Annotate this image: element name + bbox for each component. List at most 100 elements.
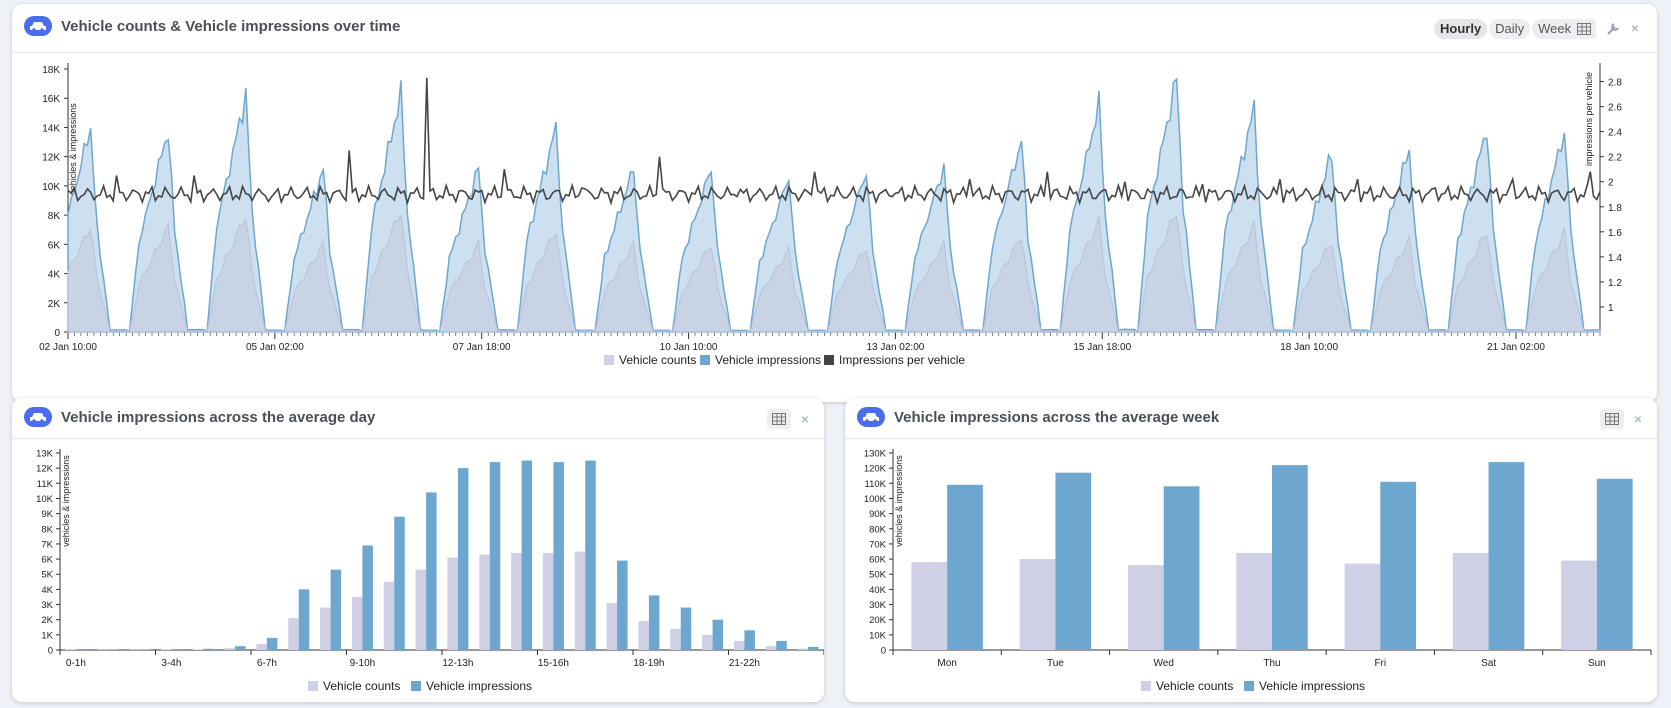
close-icon[interactable]: × [1630, 20, 1640, 36]
y-tick-label: 30K [869, 600, 887, 611]
y2-tick-label: 2.8 [1608, 78, 1622, 89]
y-tick-label: 0 [881, 646, 886, 657]
bar-vehicle-impressions [712, 619, 724, 650]
bar-vehicle-counts [320, 607, 331, 650]
y-tick-label: 60K [869, 555, 887, 566]
y-tick-label: 8K [41, 524, 53, 535]
x-tick-label: Fri [1374, 658, 1386, 669]
x-tick-label: 12-13h [442, 658, 473, 669]
y-tick-label: 100K [864, 494, 887, 505]
x-tick-label: 05 Jan 02:00 [246, 342, 304, 353]
time-series-chart: 0 2K 4K 6K 8K 10K 12K 14K 16K 18K vehicles & impre… [39, 63, 1622, 367]
bar-vehicle-impressions [235, 646, 246, 650]
legend-label: Vehicle counts [619, 353, 696, 367]
x-tick-label: 15-16h [538, 658, 569, 669]
y-tick-label: 18K [42, 65, 60, 76]
x-tick-label: 9-10h [350, 658, 376, 669]
close-icon[interactable]: × [800, 411, 810, 427]
y-tick-label: 12K [42, 153, 60, 164]
bar-vehicle-impressions [394, 516, 405, 650]
bar-vehicle-impressions [457, 468, 469, 650]
x-tick-label: 07 Jan 18:00 [453, 342, 511, 353]
y-tick-label: 2K [48, 299, 61, 310]
bar-vehicle-impressions [266, 637, 278, 650]
legend-swatch [1141, 681, 1151, 691]
bar-vehicle-counts [1236, 553, 1272, 650]
y-axis-label: vehicles & impressions [894, 455, 904, 547]
bar-vehicle-impressions [75, 649, 87, 650]
bar-vehicle-counts [256, 643, 267, 650]
legend-label: Vehicle counts [1156, 679, 1233, 693]
y-tick-label: 7K [41, 539, 53, 550]
average-week-chart: 0 10K 20K 30K 40K 50K 60K 70K 80K 90K 100K 110K 120K… [864, 449, 1652, 693]
y-tick-label: 4K [41, 585, 53, 596]
x-tick-label: 18 Jan 10:00 [1280, 342, 1338, 353]
legend-label: Vehicle impressions [1259, 679, 1365, 693]
table-icon[interactable] [767, 409, 791, 429]
x-tick-label: 15 Jan 18:00 [1073, 342, 1131, 353]
y2-tick-label: 1.6 [1608, 228, 1622, 239]
x-tick-label: 21 Jan 02:00 [1487, 342, 1545, 353]
car-icon [857, 407, 885, 427]
y2-tick-label: 1.4 [1608, 253, 1622, 264]
x-tick-label: 6-7h [257, 658, 277, 669]
legend-label: Impressions per vehicle [839, 353, 965, 367]
y2-tick-label: 1.8 [1608, 203, 1622, 214]
hourly-button[interactable]: Hourly [1434, 19, 1488, 39]
bar-vehicle-impressions [139, 649, 151, 650]
x-tick-label: 0-1h [66, 658, 86, 669]
bar-vehicle-counts [1344, 563, 1381, 650]
y-tick-label: 16K [42, 94, 60, 105]
bar-vehicle-counts [765, 646, 777, 650]
ipv-line [67, 77, 1601, 206]
bar-vehicle-counts [911, 562, 948, 650]
counts-area [67, 213, 1601, 333]
legend-label: Vehicle counts [323, 679, 400, 693]
bar-vehicle-impressions [648, 595, 660, 650]
bar-vehicle-counts [351, 596, 363, 650]
bar-vehicle-impressions [808, 646, 819, 650]
x-tick-label: 18-19h [633, 658, 664, 669]
y-tick-label: 110K [865, 479, 887, 490]
x-tick-label: 02 Jan 10:00 [39, 342, 97, 353]
legend-swatch [411, 681, 421, 691]
bar-vehicle-counts [192, 649, 204, 650]
legend-label: Vehicle impressions [715, 353, 821, 367]
average-day-chart: 0 1K 2K 3K 4K 5K 6K 7K 8K 9K 10K 11K 12K 13K vehicles … [36, 449, 824, 693]
x-tick-label: Mon [937, 658, 956, 669]
y-tick-label: 0 [48, 646, 53, 657]
panel-header: Vehicle impressions across the average w… [845, 398, 1657, 439]
bar-vehicle-impressions [744, 630, 755, 650]
y-tick-label: 1K [41, 630, 53, 641]
table-icon[interactable] [1572, 19, 1596, 39]
average-week-panel: Vehicle impressions across the average w… [845, 398, 1657, 702]
bar-vehicle-counts [797, 648, 809, 650]
bar-vehicle-counts [606, 603, 618, 650]
panel-header: Vehicle impressions across the average d… [12, 398, 824, 439]
y-tick-label: 13K [36, 449, 54, 460]
y-tick-label: 3K [41, 600, 53, 611]
x-tick-label: Sun [1588, 658, 1606, 669]
y-axis-label: vehicles & impressions [61, 455, 71, 547]
bar-vehicle-counts [1019, 559, 1056, 650]
y-tick-label: 10K [869, 630, 887, 641]
y-tick-label: 8K [48, 211, 61, 222]
table-icon[interactable] [1600, 409, 1624, 429]
bar-vehicle-counts [415, 569, 427, 650]
y-tick-label: 80K [869, 524, 887, 535]
y2-tick-label: 2 [1608, 178, 1614, 189]
legend-swatch [1244, 681, 1254, 691]
bar-vehicle-counts [288, 618, 299, 650]
y2-tick-label: 2.6 [1608, 103, 1622, 114]
wrench-icon[interactable] [1604, 18, 1624, 38]
daily-button[interactable]: Daily [1489, 19, 1531, 39]
legend-swatch [604, 355, 614, 365]
y-axis-label: vehicles & impressions [68, 103, 78, 195]
legend-label: Vehicle impressions [426, 679, 532, 693]
legend-swatch [700, 355, 710, 365]
y-tick-label: 12K [36, 464, 54, 475]
close-icon[interactable]: × [1633, 411, 1643, 427]
bar-vehicle-impressions [776, 640, 787, 650]
bar-vehicle-counts [574, 551, 586, 650]
bar-vehicle-impressions [330, 569, 342, 650]
